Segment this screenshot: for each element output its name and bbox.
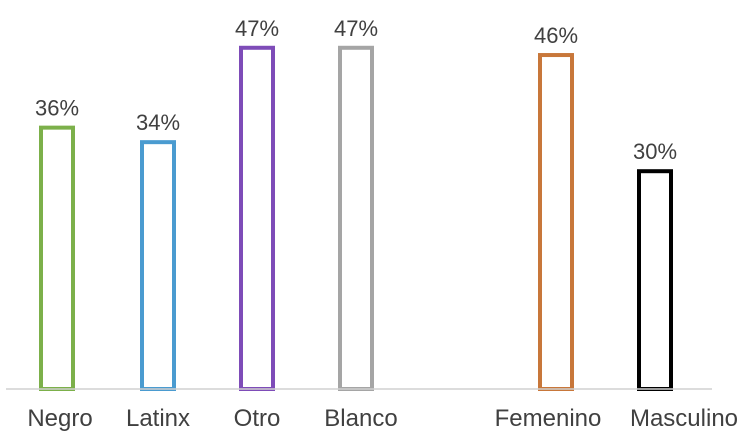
category-label-latinx: Latinx — [126, 405, 190, 432]
category-label-otro: Otro — [234, 405, 281, 432]
data-labels-layer: 36% 34% 47% 47% 46% 30% — [35, 16, 677, 164]
bar-otro — [239, 45, 275, 391]
bar-negro — [39, 125, 75, 391]
data-label-femenino: 46% — [534, 23, 578, 48]
category-label-negro: Negro — [27, 405, 92, 432]
bar-latinx — [140, 140, 176, 391]
bars-layer — [39, 45, 673, 391]
bar-blanco — [338, 45, 374, 391]
category-label-blanco: Blanco — [324, 405, 397, 432]
category-label-femenino: Femenino — [495, 405, 602, 432]
data-label-otro: 47% — [235, 16, 279, 41]
category-label-masculino: Masculino — [630, 405, 738, 432]
data-label-blanco: 47% — [334, 16, 378, 41]
data-label-latinx: 34% — [136, 110, 180, 135]
data-label-negro: 36% — [35, 96, 79, 121]
category-labels-layer: Negro Latinx Otro Blanco Femenino Masculino — [27, 405, 738, 432]
bar-masculino — [637, 169, 673, 391]
data-label-masculino: 30% — [633, 139, 677, 164]
bar-femenino — [538, 53, 574, 391]
